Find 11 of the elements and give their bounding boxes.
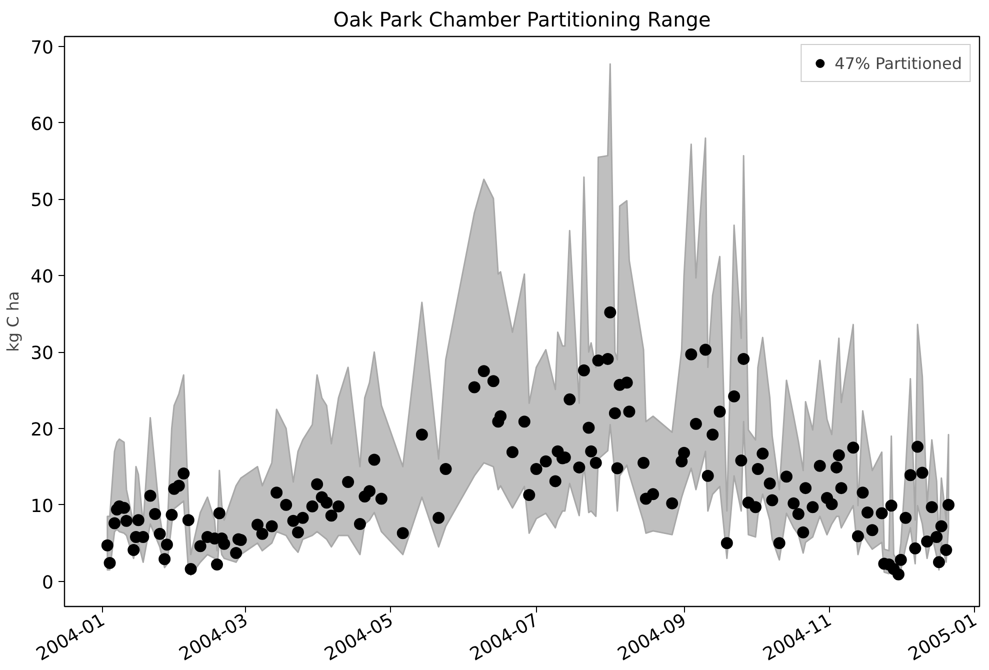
y-tick-label: 10	[30, 496, 54, 517]
y-tick-label: 0	[42, 572, 54, 594]
y-tick-label: 30	[30, 343, 54, 364]
chart-title: Oak Park Chamber Partitioning Range	[333, 8, 711, 32]
y-tick-label: 70	[30, 37, 54, 58]
y-tick-label: 40	[30, 266, 54, 288]
y-tick-label: 50	[30, 190, 54, 212]
y-axis-title: kg C ha	[4, 291, 23, 352]
y-tick-label: 20	[30, 419, 54, 440]
legend-label: 47% Partitioned	[834, 54, 962, 72]
y-tick-label: 60	[30, 114, 54, 135]
